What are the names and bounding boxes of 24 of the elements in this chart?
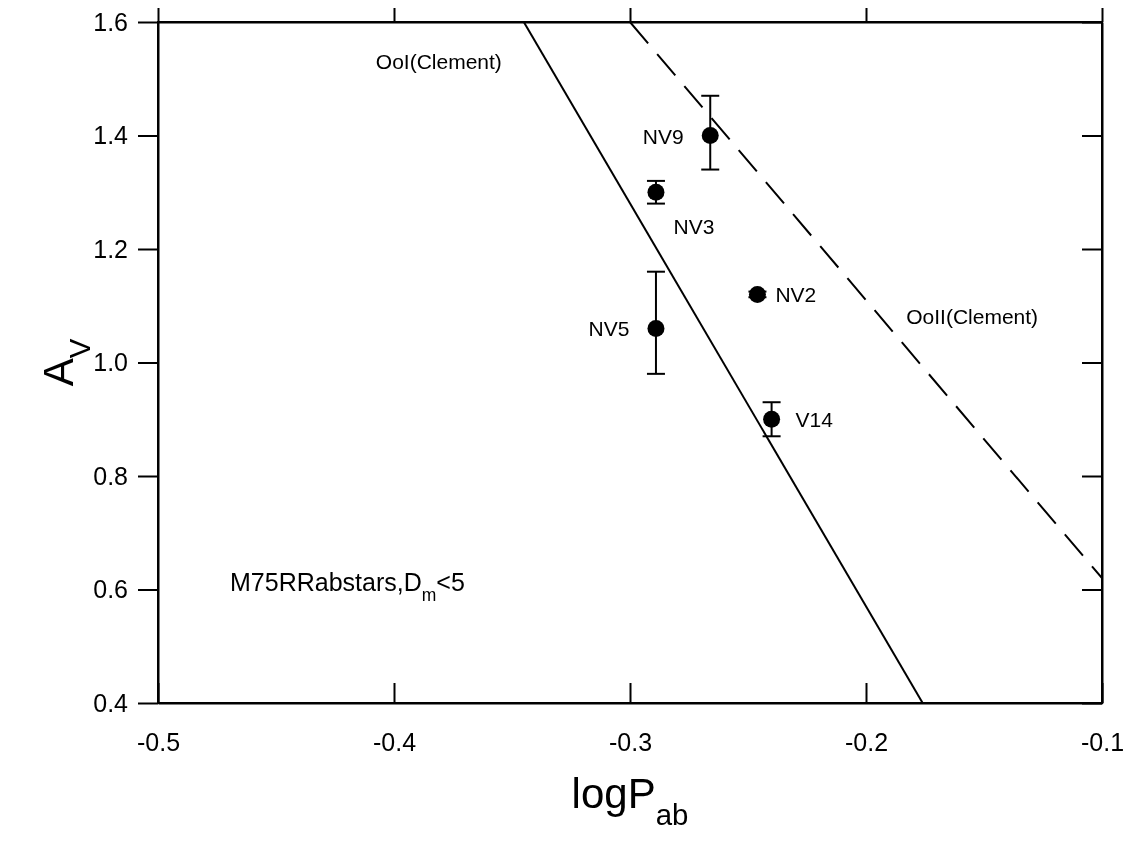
y-tick-label: 1.2	[93, 234, 128, 263]
point	[647, 319, 665, 337]
x-tick-label: -0.2	[844, 727, 889, 756]
annotation: NV5	[588, 317, 630, 341]
x-tick-label: -0.3	[608, 727, 653, 756]
annotation: V14	[795, 408, 834, 432]
x-tick-label: -0.5	[136, 727, 181, 756]
x-tick-label: -0.4	[372, 727, 417, 756]
y-tick-label: 1.0	[93, 348, 128, 376]
y-tick-label: 0.4	[93, 688, 129, 717]
annotation: NV3	[673, 215, 715, 239]
point	[763, 410, 781, 428]
series-label: OoI(Clement)	[375, 49, 502, 73]
annotation: NV2	[775, 283, 817, 307]
point	[701, 127, 719, 144]
y-tick-label: 0.8	[93, 461, 128, 490]
y-tick-label: 1.4	[93, 121, 129, 149]
annotation: M75RRabstars,D$_{m}$<5	[230, 568, 465, 605]
x-axis-title: logP$_{ab}$	[571, 770, 689, 831]
x-tick-label: -0.1	[1080, 727, 1125, 756]
y-tick-label: 0.6	[93, 575, 128, 603]
annotation: NV9	[642, 124, 684, 148]
series-label: OoII(Clement)	[906, 305, 1039, 329]
y-tick-label: 1.6	[93, 7, 128, 36]
